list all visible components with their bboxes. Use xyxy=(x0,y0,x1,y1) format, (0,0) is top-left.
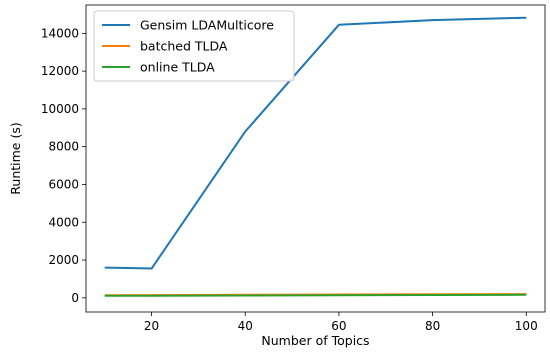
x-tick-label: 20 xyxy=(144,319,159,333)
y-tick-label: 0 xyxy=(71,291,79,305)
x-axis: 20 40 60 80 100 xyxy=(144,312,538,333)
y-tick-label: 2000 xyxy=(48,253,79,267)
plot-frame xyxy=(85,4,546,313)
x-tick-label: 60 xyxy=(331,319,346,333)
x-axis-label: Number of Topics xyxy=(261,333,369,348)
legend: Gensim LDAMulticore batched TLDA online TL… xyxy=(93,10,295,82)
y-axis: 0 2000 4000 6000 8000 10000 12000 14000 xyxy=(41,26,86,305)
x-tick-label: 40 xyxy=(238,319,253,333)
y-tick-label: 8000 xyxy=(48,140,79,154)
y-axis-label: Runtime (s) xyxy=(8,122,23,194)
x-tick-label: 100 xyxy=(515,319,538,333)
y-tick-label: 12000 xyxy=(41,64,79,78)
y-tick-label: 10000 xyxy=(41,102,79,116)
legend-box xyxy=(93,10,295,82)
y-tick-label: 14000 xyxy=(41,26,79,40)
y-tick-label: 4000 xyxy=(48,215,79,229)
legend-label: batched TLDA xyxy=(140,39,228,54)
series-line-3 xyxy=(104,293,527,297)
legend-label: online TLDA xyxy=(140,60,215,75)
x-tick-label: 80 xyxy=(425,319,440,333)
y-tick-label: 6000 xyxy=(48,177,79,191)
legend-label: Gensim LDAMulticore xyxy=(140,18,274,33)
